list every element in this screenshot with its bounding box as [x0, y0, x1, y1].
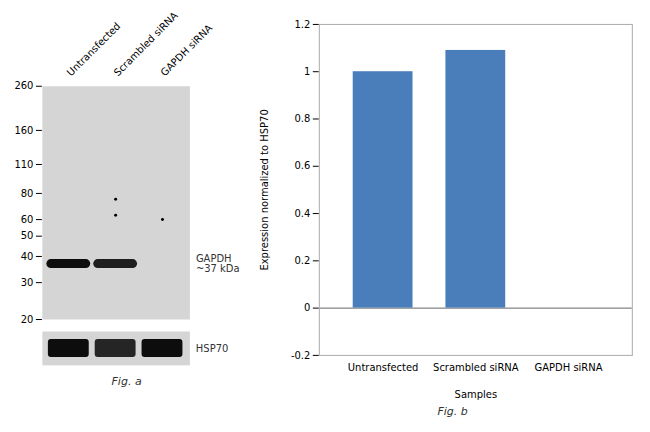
svg-text:1.2: 1.2: [295, 19, 311, 30]
svg-text:-0.2: -0.2: [291, 350, 310, 361]
svg-text:0.2: 0.2: [295, 255, 311, 266]
svg-text:0.4: 0.4: [295, 208, 311, 219]
svg-text:GAPDH siRNA: GAPDH siRNA: [158, 22, 214, 78]
svg-text:40: 40: [21, 251, 34, 262]
svg-text:1: 1: [304, 66, 310, 77]
svg-text:0.6: 0.6: [295, 160, 311, 171]
svg-text:GAPDH siRNA: GAPDH siRNA: [535, 362, 603, 373]
svg-text:50: 50: [21, 230, 34, 241]
svg-text:HSP70: HSP70: [196, 343, 228, 354]
svg-text:Expression normalized to HSP70: Expression normalized to HSP70: [259, 109, 270, 270]
svg-text:0: 0: [304, 302, 310, 313]
svg-text:160: 160: [14, 125, 33, 136]
svg-text:GAPDH~37 kDa: GAPDH~37 kDa: [196, 253, 240, 274]
svg-text:Scrambled siRNA: Scrambled siRNA: [111, 9, 180, 79]
html-text:Fig. b: Fig. b: [437, 404, 468, 418]
svg-text:0.8: 0.8: [295, 113, 311, 124]
svg-text:20: 20: [21, 314, 34, 325]
svg-text:Untransfected: Untransfected: [348, 362, 419, 373]
svg-text:Untransfected: Untransfected: [64, 20, 123, 79]
html-text:Fig. a: Fig. a: [111, 374, 142, 388]
svg-text:30: 30: [21, 277, 34, 288]
svg-text:80: 80: [21, 188, 34, 199]
svg-text:Scrambled siRNA: Scrambled siRNA: [433, 362, 519, 373]
svg-text:60: 60: [21, 214, 34, 225]
svg-text:110: 110: [14, 159, 33, 170]
svg-text:260: 260: [14, 80, 33, 91]
svg-text:Samples: Samples: [455, 389, 498, 400]
